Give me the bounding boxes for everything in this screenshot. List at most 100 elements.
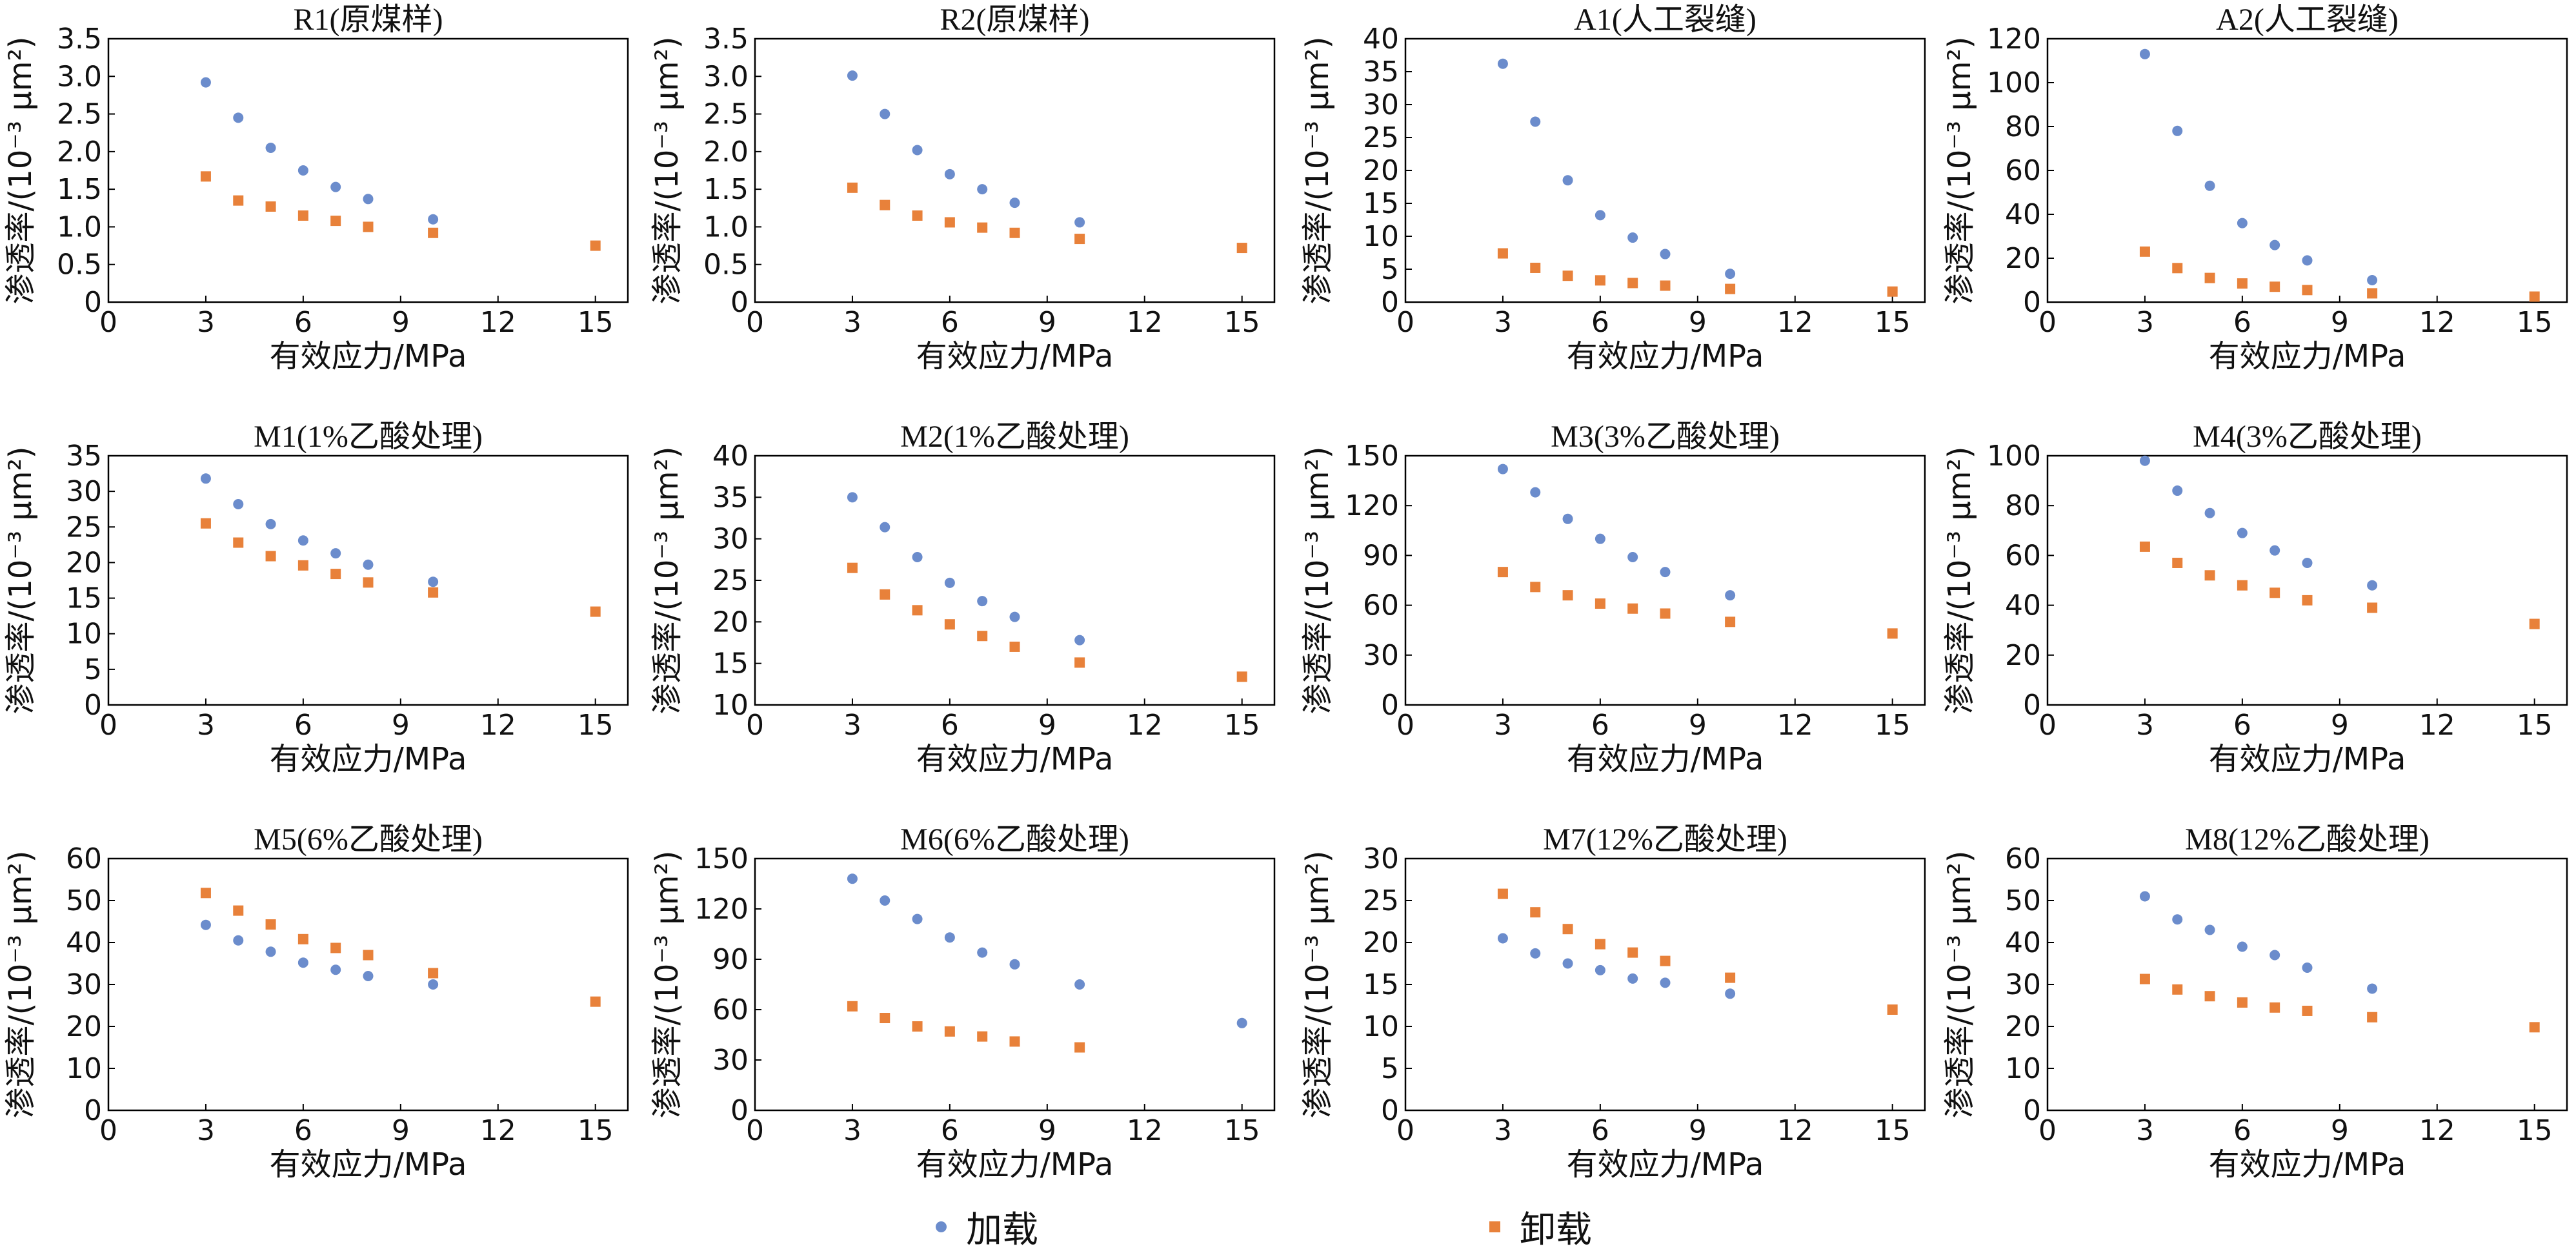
y-axis-label: 渗透率/(10⁻³ μm²) <box>649 36 685 304</box>
data-point-load <box>200 473 211 484</box>
data-point-load <box>2302 963 2313 973</box>
data-point-load <box>2237 218 2248 229</box>
y-tick-label: 20 <box>2005 242 2041 275</box>
x-axis-label: 有效应力/MPa <box>2209 1146 2406 1183</box>
x-axis-label: 有效应力/MPa <box>270 1146 467 1183</box>
x-tick-label: 15 <box>1224 1114 1260 1147</box>
data-point-unload <box>944 619 955 630</box>
data-point-load <box>2367 580 2378 591</box>
y-tick-label: 30 <box>712 1044 749 1077</box>
data-point-load <box>977 184 988 195</box>
x-tick-label: 12 <box>480 709 516 742</box>
y-tick-label: 0.5 <box>703 249 749 281</box>
data-point-unload <box>1236 243 1247 254</box>
data-point-unload <box>2529 291 2540 302</box>
data-point-unload <box>200 518 211 529</box>
data-point-unload <box>428 587 439 598</box>
panel-9: M5(6%乙酸处理) 0 3 6 9 12 15 0 10 20 30 40 50 60 有效应力/MPa 渗… <box>3 822 629 1183</box>
y-tick-label: 2.0 <box>703 136 749 168</box>
data-point-load <box>2204 180 2215 191</box>
y-tick-label: 100 <box>1987 440 2041 473</box>
series-load <box>847 70 1085 228</box>
data-point-unload <box>2302 1005 2313 1016</box>
y-tick-label: 20 <box>66 546 102 579</box>
data-point-load <box>847 873 858 884</box>
x-tick-label: 6 <box>941 1114 959 1147</box>
data-point-unload <box>912 210 923 221</box>
series-load <box>847 873 1247 1028</box>
y-tick-label: 2.5 <box>703 98 749 131</box>
chart-title: M7(12%乙酸处理) <box>1543 822 1787 857</box>
data-point-unload <box>363 950 374 961</box>
data-point-unload <box>297 933 308 944</box>
y-tick-label: 15 <box>1363 187 1399 220</box>
y-tick-label: 40 <box>66 926 102 959</box>
data-point-unload <box>2172 984 2183 995</box>
x-tick-label: 12 <box>1127 306 1163 339</box>
x-tick-label: 0 <box>2038 306 2057 339</box>
x-tick-label: 15 <box>578 709 614 742</box>
data-point-unload <box>1497 567 1508 578</box>
data-point-load <box>2237 941 2248 952</box>
data-point-unload <box>265 551 276 562</box>
x-tick-label: 9 <box>1689 306 1707 339</box>
y-tick-label: 10 <box>712 689 749 722</box>
data-point-unload <box>1530 582 1541 593</box>
data-point-unload <box>1660 955 1671 966</box>
data-point-unload <box>1627 278 1638 289</box>
panel-2: R2(原煤样) 0 3 6 9 12 15 0 0.5 1.0 1.5 2.0 2.5 3.0 3.5 有效应… <box>649 3 1276 374</box>
data-point-unload <box>233 905 244 916</box>
data-point-load <box>233 498 244 509</box>
data-point-unload <box>880 589 891 600</box>
y-axis-label: 渗透率/(10⁻³ μm²) <box>649 850 685 1118</box>
series-load <box>847 492 1085 646</box>
plot-frame <box>107 37 629 303</box>
data-point-load <box>2367 983 2378 994</box>
data-point-unload <box>1660 280 1671 291</box>
y-tick-label: 3.5 <box>57 23 102 56</box>
data-point-unload <box>200 171 211 182</box>
chart-title: M6(6%乙酸处理) <box>900 822 1129 857</box>
y-axis-label: 渗透率/(10⁻³ μm²) <box>649 446 685 714</box>
x-tick-label: 3 <box>1494 709 1512 742</box>
plot-frame <box>2046 454 2568 706</box>
data-point-unload <box>2172 263 2183 274</box>
data-point-load <box>944 932 955 943</box>
data-point-load <box>1660 567 1671 578</box>
data-point-load <box>1595 210 1605 221</box>
y-axis-label: 渗透率/(10⁻³ μm²) <box>1942 446 1978 714</box>
data-point-unload <box>2269 281 2280 292</box>
y-tick-label: 5 <box>84 653 102 686</box>
y-tick-label: 10 <box>1363 220 1399 253</box>
x-tick-label: 9 <box>1038 306 1056 339</box>
chart-title: M3(3%乙酸处理) <box>1551 420 1780 454</box>
data-point-load <box>330 548 341 559</box>
data-point-unload <box>2139 973 2150 984</box>
data-point-unload <box>1595 939 1605 950</box>
y-tick-label: 0 <box>1381 1094 1399 1127</box>
x-tick-label: 9 <box>1038 1114 1056 1147</box>
plot-frame <box>1404 37 1926 303</box>
data-point-unload <box>265 201 276 212</box>
data-point-load <box>200 77 211 88</box>
data-point-load <box>1074 217 1085 228</box>
panel-1: R1(原煤样) 0 3 6 9 12 15 0 0.5 1.0 1.5 2.0 2.5 3.0 3.5 有效应… <box>3 3 629 374</box>
data-point-unload <box>977 631 988 642</box>
data-point-unload <box>1627 947 1638 958</box>
x-tick-label: 9 <box>1689 1114 1707 1147</box>
data-point-unload <box>2237 997 2248 1008</box>
y-tick-label: 30 <box>1363 639 1399 672</box>
y-tick-label: 60 <box>2005 842 2041 875</box>
data-point-unload <box>2302 285 2313 296</box>
x-axis-label: 有效应力/MPa <box>270 338 467 374</box>
y-tick-label: 20 <box>2005 639 2041 672</box>
y-axis-label: 渗透率/(10⁻³ μm²) <box>1942 850 1978 1118</box>
y-tick-label: 120 <box>694 893 749 926</box>
data-point-load <box>330 964 341 975</box>
data-point-load <box>265 946 276 957</box>
data-point-unload <box>880 199 891 210</box>
y-axis-label: 渗透率/(10⁻³ μm²) <box>1300 36 1336 304</box>
series-load <box>1497 933 1736 999</box>
panel-7: M3(3%乙酸处理)0 3 6 9 12 150306090120150有效应力/MPa渗… <box>1300 420 1926 777</box>
